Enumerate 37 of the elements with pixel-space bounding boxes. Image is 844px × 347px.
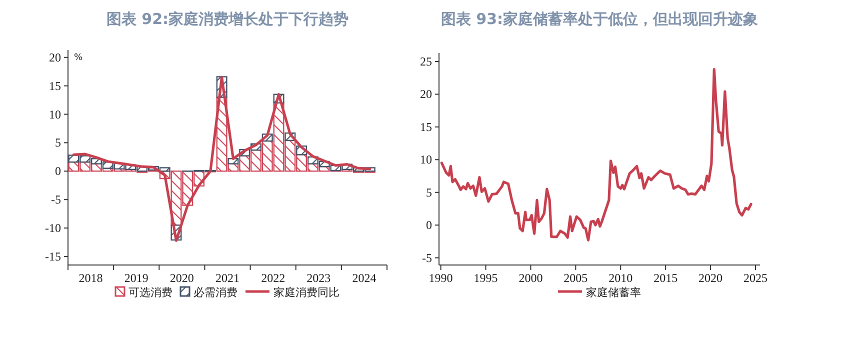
x-tick-label: 2020: [170, 271, 194, 285]
x-tick-label: 2022: [261, 271, 286, 285]
y-tick-label: 20: [49, 50, 61, 64]
x-tick-label: 2020: [698, 271, 723, 285]
y-tick-label: 15: [420, 120, 432, 134]
chart-title: 图表 92:家庭消费增长处于下行趋势: [106, 10, 349, 28]
y-tick-label: 15: [49, 78, 61, 93]
y-tick-label: -5: [422, 250, 432, 265]
x-tick-label: 2010: [608, 271, 633, 285]
x-tick-label: 2005: [564, 271, 588, 285]
legend-label: 可选消费: [128, 286, 172, 299]
x-tick-label: 2015: [654, 271, 678, 285]
x-tick-label: 2018: [78, 271, 103, 285]
y-tick-label: 5: [426, 185, 432, 200]
x-tick-label: 2021: [216, 271, 240, 285]
y-tick-label: 5: [55, 136, 61, 150]
y-tick-label: 0: [55, 164, 61, 178]
y-tick-label: 10: [420, 152, 432, 167]
x-tick-label: 1990: [428, 271, 453, 285]
y-axis-title: %: [74, 53, 83, 63]
x-tick-label: 1995: [474, 271, 498, 285]
x-tick-label: 2024: [352, 271, 376, 285]
y-tick-label: 10: [49, 107, 61, 122]
x-tick-label: 2025: [744, 271, 768, 285]
y-tick-label: -5: [51, 192, 61, 207]
x-tick-label: 2019: [124, 271, 148, 285]
x-tick-label: 2000: [518, 271, 543, 285]
legend-label: 家庭储蓄率: [586, 286, 641, 299]
y-tick-label: -15: [45, 249, 61, 264]
y-tick-label: 0: [426, 218, 432, 232]
chart-title: 图表 93:家庭储蓄率处于低位，但出现回升迹象: [440, 10, 758, 28]
y-tick-label: -10: [45, 221, 61, 236]
x-tick-label: 2023: [306, 271, 331, 285]
legend-label: 必需消费: [194, 286, 238, 299]
y-tick-label: 25: [420, 54, 432, 69]
y-tick-label: 20: [420, 87, 432, 102]
legend-label: 家庭消费同比: [274, 286, 340, 299]
